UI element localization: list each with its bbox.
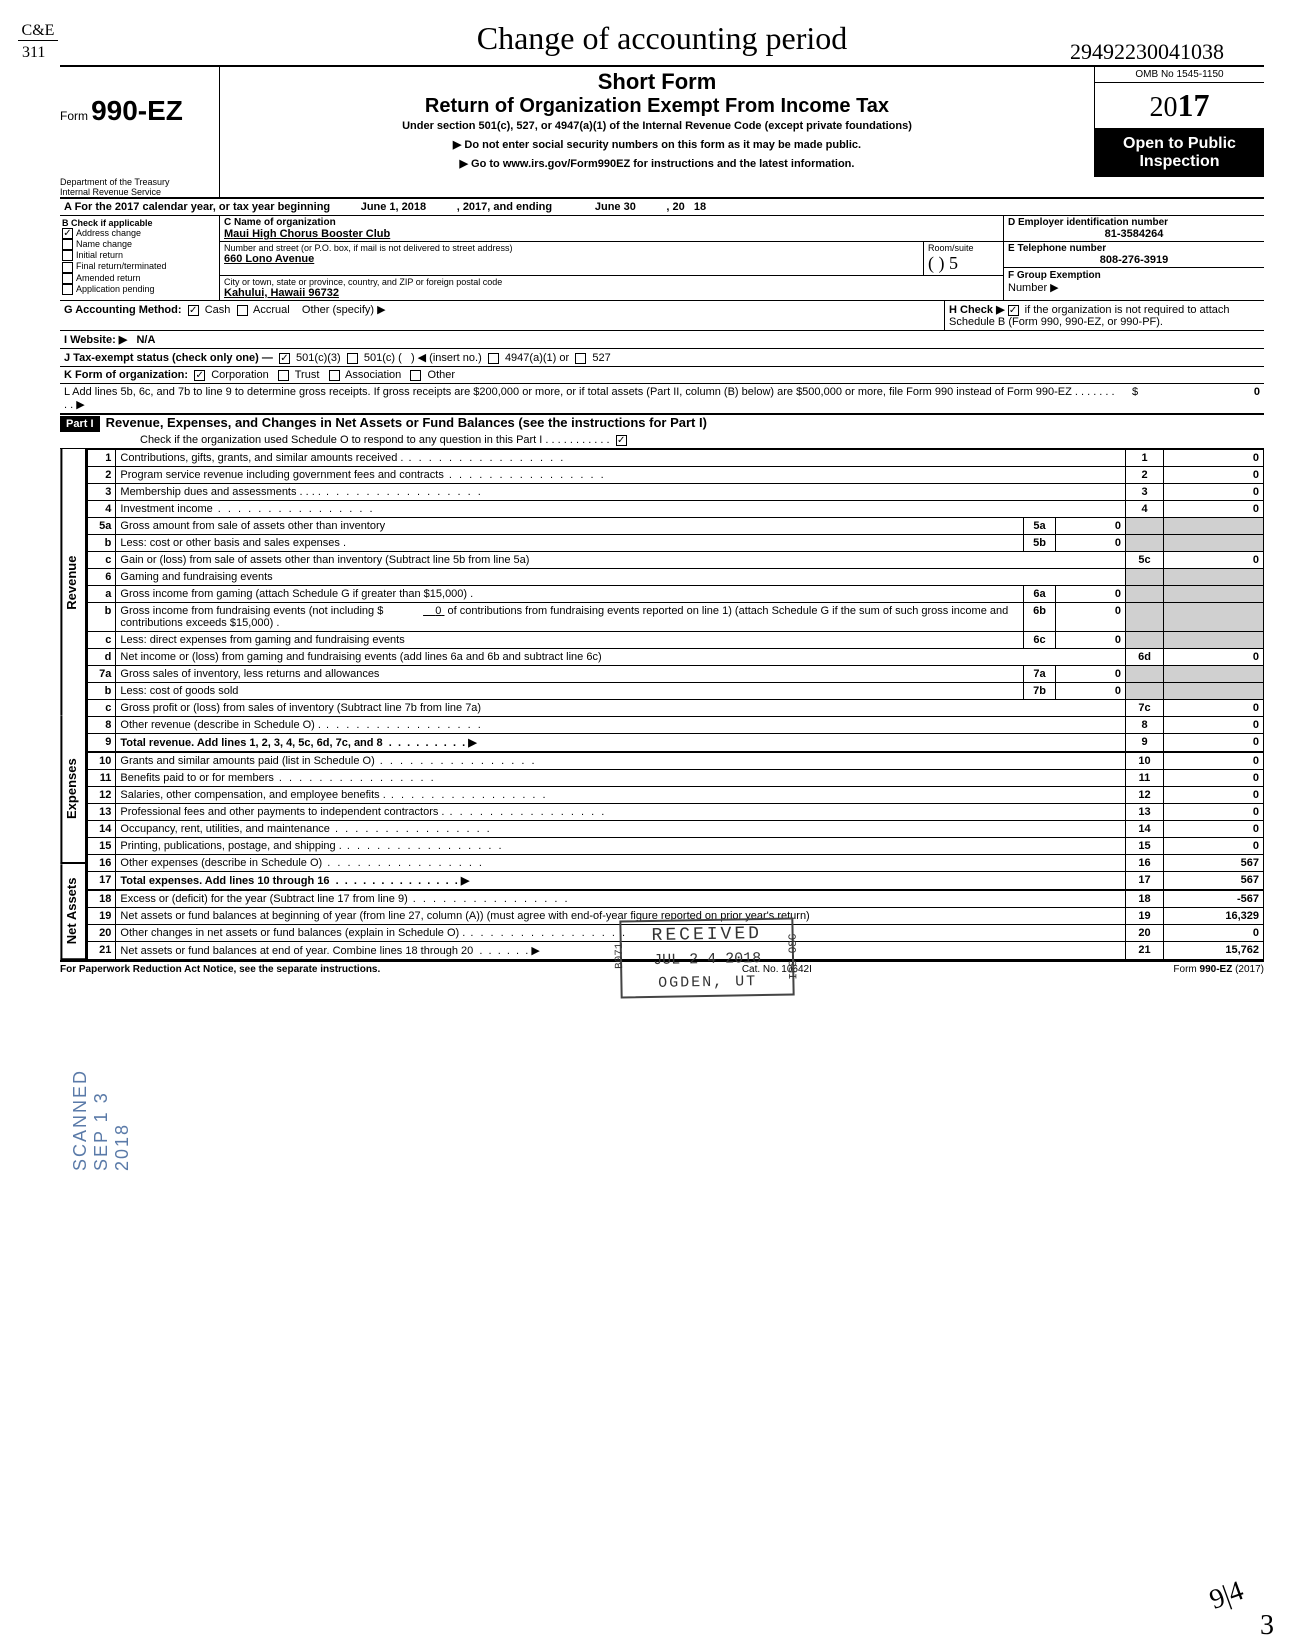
f-label: F Group Exemption <box>1008 270 1101 281</box>
main-title: Return of Organization Exempt From Incom… <box>228 95 1086 118</box>
arrow2: ▶ Go to www.irs.gov/Form990EZ for instru… <box>228 157 1086 170</box>
form-prefix: Form <box>60 109 88 123</box>
street-label: Number and street (or P.O. box, if mail … <box>224 243 919 253</box>
b-item-final[interactable]: Final return/terminated <box>62 261 217 272</box>
open-public: Open to Public Inspection <box>1095 129 1264 177</box>
received-stamp: RECEIVED JUL 2 4 2018 OGDEN, UT B071 IRS… <box>619 917 795 998</box>
l-value: 0 <box>1150 386 1260 411</box>
j-4947[interactable] <box>488 353 499 364</box>
part1-header: Part I <box>60 416 100 432</box>
f-label2: Number ▶ <box>1008 282 1059 294</box>
i-label: I Website: ▶ <box>64 334 127 346</box>
hand-ce2: 311 <box>22 44 45 62</box>
j-label: J Tax-exempt status (check only one) — <box>64 352 273 364</box>
part1-title: Revenue, Expenses, and Changes in Net As… <box>106 415 707 430</box>
org-name: Maui High Chorus Booster Club <box>224 228 999 240</box>
c-label: C Name of organization <box>224 217 999 228</box>
city: Kahului, Hawaii 96732 <box>224 287 999 299</box>
room-label: Room/suite ( ) 5 <box>923 242 1003 275</box>
e-label: E Telephone number <box>1008 243 1260 254</box>
footer-left: For Paperwork Reduction Act Notice, see … <box>60 964 380 975</box>
label-net: Net Assets <box>60 864 85 960</box>
arrow1: ▶ Do not enter social security numbers o… <box>228 138 1086 151</box>
b-item-initial[interactable]: Initial return <box>62 250 217 261</box>
footer-right: Form 990-EZ (2017) <box>1173 964 1264 975</box>
short-form: Short Form <box>228 69 1086 95</box>
g-accrual-check[interactable] <box>237 305 248 316</box>
part1-check[interactable]: ✓ <box>616 435 627 446</box>
street: 660 Lono Avenue <box>224 253 919 265</box>
hand-title: Change of accounting period <box>477 20 848 56</box>
city-label: City or town, state or province, country… <box>224 277 999 287</box>
l-currency: $ <box>1120 386 1150 411</box>
label-expenses: Expenses <box>60 716 85 864</box>
d-label: D Employer identification number <box>1008 217 1260 228</box>
subtitle: Under section 501(c), 527, or 4947(a)(1)… <box>228 120 1086 132</box>
form-number: 990-EZ <box>91 95 183 126</box>
h-check[interactable]: ✓ <box>1008 305 1019 316</box>
b-header: B Check if applicable <box>62 218 217 228</box>
form-year: 2017 <box>1095 83 1264 129</box>
k-assoc[interactable] <box>329 370 340 381</box>
k-trust[interactable] <box>278 370 289 381</box>
phone: 808-276-3919 <box>1008 254 1260 266</box>
ein: 81-3584264 <box>1008 228 1260 240</box>
g-label: G Accounting Method: <box>64 304 182 316</box>
k-other[interactable] <box>410 370 421 381</box>
dept1: Department of the Treasury <box>60 177 213 187</box>
period-row: A For the 2017 calendar year, or tax yea… <box>60 197 1264 216</box>
b-item-amended[interactable]: Amended return <box>62 273 217 284</box>
k-corp[interactable]: ✓ <box>194 370 205 381</box>
l-text: L Add lines 5b, 6c, and 7b to line 9 to … <box>64 386 1120 411</box>
j-501c3[interactable]: ✓ <box>279 353 290 364</box>
dept2: Internal Revenue Service <box>60 187 213 197</box>
j-527[interactable] <box>575 353 586 364</box>
b-item-name[interactable]: Name change <box>62 239 217 250</box>
h-label: H Check ▶ <box>949 304 1005 316</box>
hand-bottom-num: 3 <box>1260 1610 1274 1642</box>
hand-initial: 9|4 <box>1206 1575 1249 1617</box>
lines-table: 1Contributions, gifts, grants, and simil… <box>87 449 1264 960</box>
website: N/A <box>136 334 155 346</box>
b-item-address[interactable]: ✓Address change <box>62 228 217 239</box>
k-label: K Form of organization: <box>64 369 188 381</box>
b-item-pending[interactable]: Application pending <box>62 284 217 295</box>
scanned-stamp: SCANNED SEP 1 3 2018 <box>70 1069 133 1171</box>
omb: OMB No 1545-1150 <box>1095 67 1264 83</box>
g-cash-check[interactable]: ✓ <box>188 305 199 316</box>
label-revenue: Revenue <box>60 449 85 716</box>
j-501c[interactable] <box>347 353 358 364</box>
part1-checkline: Check if the organization used Schedule … <box>140 434 610 446</box>
hand-ce: C&E <box>18 22 58 41</box>
